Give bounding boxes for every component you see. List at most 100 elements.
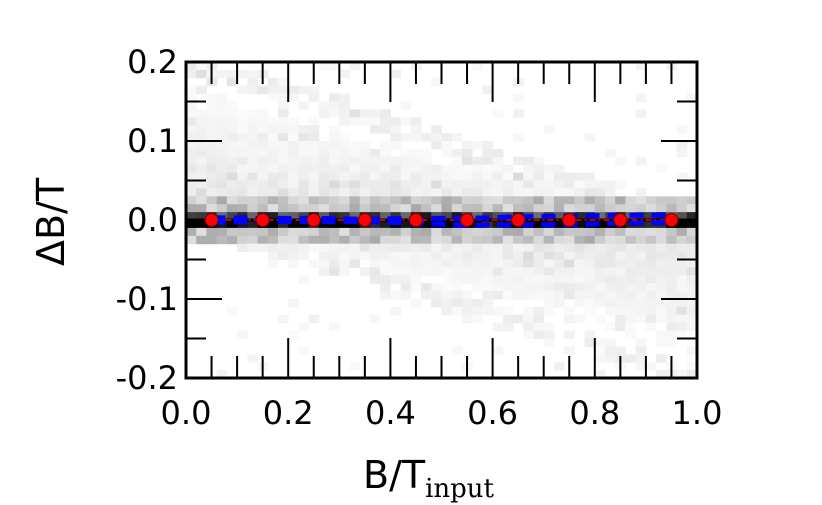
heatmap-cell xyxy=(584,259,596,268)
heatmap-cell xyxy=(686,220,698,229)
heatmap-cell xyxy=(421,148,432,158)
heatmap-cell xyxy=(472,259,483,268)
heatmap-cell xyxy=(216,133,228,142)
heatmap-cell xyxy=(656,164,667,174)
heatmap-cell xyxy=(523,267,534,276)
heatmap-cell xyxy=(553,164,565,174)
heatmap-cell xyxy=(288,93,299,102)
heatmap-cell xyxy=(380,141,391,150)
heatmap-cell xyxy=(676,125,688,134)
heatmap-cell xyxy=(635,93,647,102)
heatmap-cell xyxy=(196,125,207,134)
heatmap-cell xyxy=(226,125,238,134)
heatmap-cell xyxy=(410,164,422,174)
heatmap-cell xyxy=(656,299,667,308)
heatmap-cell xyxy=(196,117,207,126)
heatmap-cell xyxy=(339,267,351,276)
heatmap-cell xyxy=(288,148,299,158)
heatmap-cell xyxy=(288,172,299,181)
heatmap-cell xyxy=(359,243,371,253)
heatmap-cell xyxy=(226,117,238,126)
heatmap-cell xyxy=(288,156,299,166)
heatmap-cell xyxy=(686,299,698,308)
heatmap-cell xyxy=(523,172,534,181)
heatmap-cell xyxy=(676,220,688,229)
heatmap-cell xyxy=(513,180,524,189)
x-axis-title-main: B/T xyxy=(363,453,426,497)
heatmap-cell xyxy=(564,306,575,316)
heatmap-cell xyxy=(431,299,442,308)
data-point xyxy=(204,213,219,227)
heatmap-cell xyxy=(288,180,299,189)
heatmap-cell xyxy=(686,227,698,237)
heatmap-cell xyxy=(257,172,269,181)
heatmap-cell xyxy=(277,188,289,197)
heatmap-cell xyxy=(441,180,453,189)
heatmap-cell xyxy=(226,172,238,181)
heatmap-cell xyxy=(247,188,259,197)
heatmap-cell xyxy=(451,243,463,253)
heatmap-cell xyxy=(226,77,238,87)
heatmap-cell xyxy=(349,117,361,126)
heatmap-cell xyxy=(410,299,422,308)
heatmap-cell xyxy=(625,267,637,276)
heatmap-cell xyxy=(298,164,310,174)
heatmap-cell xyxy=(615,314,626,324)
heatmap-cell xyxy=(605,204,616,213)
heatmap-cell xyxy=(380,243,391,253)
heatmap-cell xyxy=(605,338,616,347)
heatmap-cell xyxy=(461,306,473,316)
heatmap-cell xyxy=(206,180,218,189)
heatmap-cell xyxy=(206,133,218,142)
heatmap-cell xyxy=(288,259,299,268)
heatmap-cell xyxy=(359,141,371,150)
heatmap-cell xyxy=(410,243,422,253)
heatmap-cell xyxy=(553,251,565,260)
heatmap-cell xyxy=(492,306,504,316)
heatmap-cell xyxy=(410,117,422,126)
heatmap-cell xyxy=(216,227,228,237)
heatmap-cell xyxy=(298,85,310,95)
heatmap-cell xyxy=(277,109,289,118)
heatmap-cell xyxy=(482,235,494,245)
heatmap-cell xyxy=(666,243,678,253)
heatmap-cell xyxy=(421,251,432,260)
heatmap-cell xyxy=(625,322,637,332)
heatmap-cell xyxy=(615,243,626,253)
heatmap-cell xyxy=(441,283,453,292)
heatmap-cell xyxy=(605,354,616,363)
heatmap-cell xyxy=(513,196,524,205)
heatmap-cell xyxy=(196,69,207,79)
heatmap-cell xyxy=(410,227,422,237)
heatmap-cell xyxy=(553,283,565,292)
heatmap-cell xyxy=(625,251,637,260)
heatmap-cell xyxy=(329,196,340,205)
heatmap-cell xyxy=(635,338,647,347)
heatmap-cell xyxy=(492,267,504,276)
heatmap-cell xyxy=(625,354,637,363)
heatmap-cell xyxy=(257,188,269,197)
heatmap-cell xyxy=(226,156,238,166)
heatmap-cell xyxy=(298,275,310,284)
heatmap-cell xyxy=(523,330,534,339)
heatmap-cell xyxy=(605,322,616,332)
heatmap-cell xyxy=(461,314,473,324)
heatmap-cell xyxy=(431,243,442,253)
heatmap-cell xyxy=(523,204,534,213)
heatmap-cell xyxy=(656,291,667,300)
heatmap-cell xyxy=(645,204,657,213)
heatmap-cell xyxy=(676,227,688,237)
heatmap-cell xyxy=(472,172,483,181)
heatmap-cell xyxy=(482,196,494,205)
heatmap-cell xyxy=(635,62,647,71)
heatmap-cell xyxy=(380,275,391,284)
heatmap-cell xyxy=(308,243,320,253)
heatmap-cell xyxy=(574,220,586,229)
heatmap-cell xyxy=(277,227,289,237)
heatmap-cell xyxy=(645,220,657,229)
heatmap-cell xyxy=(451,306,463,316)
heatmap-cell xyxy=(421,267,432,276)
heatmap-cell xyxy=(441,235,453,245)
heatmap-cell xyxy=(267,227,279,237)
heatmap-cell xyxy=(543,243,555,253)
